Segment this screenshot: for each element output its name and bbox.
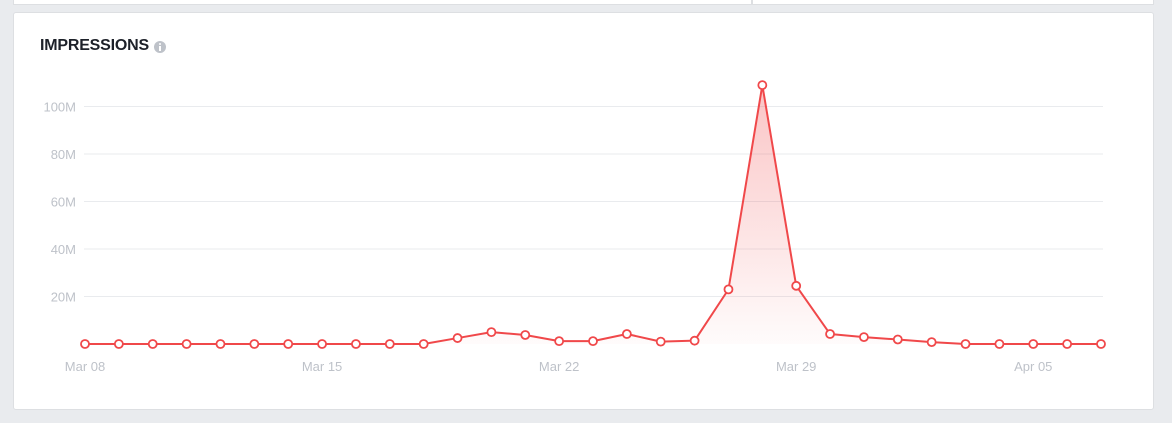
data-point[interactable] [621, 329, 632, 339]
grid-lines [84, 106, 1103, 297]
data-point[interactable] [181, 339, 192, 349]
x-tick-label: Apr 05 [1014, 359, 1052, 374]
data-point[interactable] [113, 339, 124, 349]
data-point[interactable] [926, 337, 937, 348]
data-point[interactable] [80, 339, 90, 349]
series-area-fill [85, 85, 1101, 344]
data-point[interactable] [655, 336, 666, 347]
data-point[interactable] [215, 339, 226, 349]
x-tick-label: Mar 08 [65, 359, 105, 374]
data-point[interactable] [351, 339, 361, 349]
series-line-path [85, 84, 1101, 345]
data-point[interactable] [859, 332, 869, 343]
info-icon[interactable] [153, 41, 166, 53]
data-point[interactable] [689, 335, 700, 346]
data-point[interactable] [757, 80, 768, 91]
data-point[interactable] [317, 339, 327, 349]
y-tick-label: 40M [51, 242, 76, 257]
y-tick-label: 100M [43, 100, 76, 115]
y-axis-ticks: 20M 40M 60M 80M 100M [43, 100, 76, 305]
series-points [80, 80, 1106, 349]
data-point[interactable] [418, 339, 429, 349]
series-area [85, 85, 1101, 344]
data-point[interactable] [452, 333, 463, 343]
data-point[interactable] [960, 339, 971, 349]
x-axis-ticks: Mar 08 Mar 15 Mar 22 Mar 29 Apr 05 [65, 359, 1053, 374]
data-point[interactable] [486, 327, 497, 338]
data-point[interactable] [520, 330, 531, 340]
y-tick-label: 20M [51, 290, 76, 305]
top-card-left [13, 0, 752, 5]
data-point[interactable] [892, 334, 903, 345]
x-tick-label: Mar 29 [776, 359, 816, 374]
data-point[interactable] [249, 339, 260, 349]
chart-title: IMPRESSIONS [40, 37, 149, 54]
y-tick-label: 80M [51, 147, 76, 162]
data-point[interactable] [283, 339, 294, 349]
x-tick-label: Mar 15 [302, 359, 342, 374]
data-point[interactable] [994, 339, 1005, 349]
data-point[interactable] [554, 336, 565, 347]
x-tick-label: Mar 22 [539, 359, 579, 374]
top-card-strip [0, 0, 1172, 6]
data-point[interactable] [147, 339, 158, 349]
card-header: IMPRESSIONS [40, 37, 166, 55]
data-point[interactable] [384, 339, 395, 349]
data-point[interactable] [723, 284, 734, 295]
data-point[interactable] [791, 280, 802, 291]
data-point[interactable] [1062, 339, 1073, 349]
y-tick-label: 60M [51, 195, 76, 210]
data-point[interactable] [1028, 339, 1039, 349]
series-line [85, 84, 1101, 345]
top-card-right [752, 0, 1154, 5]
data-point[interactable] [1096, 339, 1106, 349]
data-point[interactable] [588, 336, 598, 347]
data-point[interactable] [825, 329, 835, 339]
